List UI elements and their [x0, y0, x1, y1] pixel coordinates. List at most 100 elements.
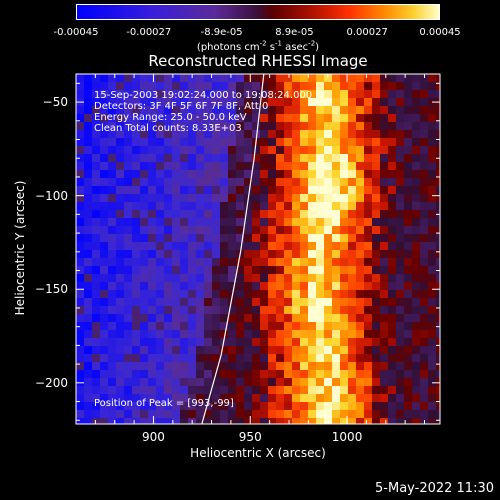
heatmap-pixel: [236, 202, 245, 211]
heatmap-pixel: [284, 338, 293, 347]
heatmap-pixel: [140, 386, 149, 395]
heatmap-pixel: [164, 178, 173, 187]
heatmap-pixel: [76, 298, 85, 307]
heatmap-pixel: [172, 122, 181, 131]
heatmap-pixel: [116, 114, 125, 123]
heatmap-pixel: [308, 194, 317, 203]
heatmap-pixel: [404, 218, 413, 227]
heatmap-pixel: [388, 314, 397, 323]
heatmap-pixel: [164, 162, 173, 171]
heatmap-pixel: [220, 106, 229, 115]
heatmap-pixel: [348, 130, 357, 139]
heatmap-pixel: [148, 202, 157, 211]
heatmap-pixel: [268, 170, 277, 179]
heatmap-pixel: [284, 402, 293, 411]
heatmap-pixel: [156, 90, 165, 99]
heatmap-pixel: [372, 386, 381, 395]
heatmap-pixel: [268, 314, 277, 323]
heatmap-pixel: [172, 226, 181, 235]
heatmap-pixel: [388, 90, 397, 99]
heatmap-pixel: [388, 194, 397, 203]
heatmap-pixel: [388, 378, 397, 387]
heatmap-pixel: [156, 226, 165, 235]
heatmap-pixel: [252, 314, 261, 323]
heatmap-pixel: [436, 242, 440, 251]
heatmap-pixel: [236, 274, 245, 283]
heatmap-pixel: [364, 394, 373, 403]
heatmap-pixel: [236, 98, 245, 107]
heatmap-pixel: [124, 386, 133, 395]
heatmap-pixel: [412, 74, 421, 83]
heatmap-pixel: [84, 258, 93, 267]
heatmap-pixel: [420, 202, 429, 211]
heatmap-pixel: [292, 90, 301, 99]
heatmap-pixel: [356, 354, 365, 363]
heatmap-pixel: [340, 210, 349, 219]
heatmap-pixel: [300, 266, 309, 275]
heatmap-pixel: [404, 90, 413, 99]
heatmap-pixel: [372, 274, 381, 283]
heatmap-pixel: [124, 330, 133, 339]
heatmap-pixel: [316, 402, 325, 411]
heatmap-pixel: [116, 82, 125, 91]
heatmap-pixel: [316, 178, 325, 187]
heatmap-pixel: [316, 282, 325, 291]
heatmap-pixel: [124, 98, 133, 107]
heatmap-pixel: [140, 330, 149, 339]
heatmap-pixel: [372, 130, 381, 139]
heatmap-pixel: [404, 402, 413, 411]
heatmap-pixel: [396, 98, 405, 107]
heatmap-pixel: [140, 370, 149, 379]
heatmap-pixel: [76, 274, 85, 283]
heatmap-pixel: [356, 258, 365, 267]
heatmap-pixel: [84, 82, 93, 91]
heatmap-pixel: [404, 282, 413, 291]
heatmap-pixel: [236, 306, 245, 315]
heatmap-pixel: [236, 410, 245, 419]
heatmap-pixel: [364, 354, 373, 363]
x-tick-label: 900: [141, 430, 165, 444]
heatmap-pixel: [148, 226, 157, 235]
heatmap-pixel: [100, 370, 109, 379]
heatmap-pixel: [308, 154, 317, 163]
heatmap-pixel: [292, 330, 301, 339]
heatmap-pixel: [372, 290, 381, 299]
heatmap-pixel: [428, 90, 437, 99]
heatmap-pixel: [116, 122, 125, 131]
heatmap-pixel: [356, 362, 365, 371]
heatmap-pixel: [204, 170, 213, 179]
heatmap-pixel: [140, 130, 149, 139]
heatmap-pixel: [212, 250, 221, 259]
heatmap-pixel: [212, 298, 221, 307]
heatmap-pixel: [236, 106, 245, 115]
heatmap-pixel: [132, 170, 141, 179]
heatmap-pixel: [188, 162, 197, 171]
heatmap-pixel: [348, 74, 357, 83]
heatmap-pixel: [236, 322, 245, 331]
heatmap-pixel: [412, 82, 421, 91]
heatmap-pixel: [388, 370, 397, 379]
heatmap-pixel: [388, 322, 397, 331]
heatmap-pixel: [396, 154, 405, 163]
heatmap-pixel: [92, 114, 101, 123]
heatmap-pixel: [156, 146, 165, 155]
heatmap-pixel: [204, 410, 213, 419]
heatmap-pixel: [284, 154, 293, 163]
y-tick-label: −50: [42, 95, 68, 110]
heatmap-pixel: [276, 306, 285, 315]
heatmap-pixel: [380, 122, 389, 131]
heatmap-pixel: [404, 202, 413, 211]
heatmap-pixel: [308, 202, 317, 211]
heatmap-pixel: [180, 250, 189, 259]
heatmap-pixel: [292, 250, 301, 259]
heatmap-pixel: [380, 282, 389, 291]
heatmap-pixel: [268, 98, 277, 107]
heatmap-pixel: [244, 74, 253, 83]
heatmap-pixel: [252, 210, 261, 219]
heatmap-pixel: [284, 394, 293, 403]
heatmap-pixel: [276, 330, 285, 339]
heatmap-pixel: [308, 234, 317, 243]
heatmap-pixel: [92, 146, 101, 155]
heatmap-pixel: [404, 154, 413, 163]
heatmap-pixel: [300, 146, 309, 155]
